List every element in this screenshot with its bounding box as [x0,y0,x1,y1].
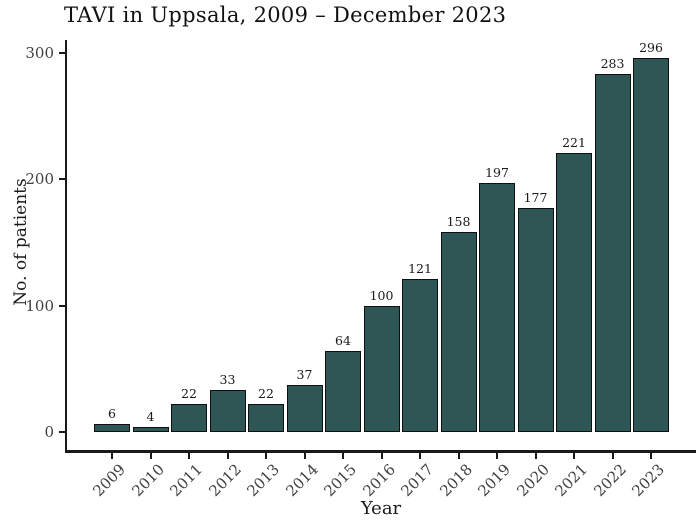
x-axis-tick-label: 2010 [127,460,168,501]
bar-value-label: 22 [181,386,197,401]
x-axis-title: Year [360,498,402,519]
bar [517,208,554,432]
x-axis-line [65,450,696,453]
x-axis-tick [496,453,498,459]
bar-value-label: 4 [146,409,155,424]
x-axis-tick [226,453,229,459]
x-axis-tick [342,453,344,459]
x-axis-tick-label: 2014 [281,460,322,501]
bar [556,153,592,432]
x-axis-tick [265,453,267,459]
x-axis-tick [149,453,152,459]
x-axis-tick [380,453,383,459]
x-axis-tick [650,453,652,459]
x-axis-tick [111,453,113,459]
x-axis-tick-label: 2016 [358,460,399,501]
y-axis-line [65,40,67,453]
x-axis-tick-label: 2013 [243,460,284,501]
x-axis-tick-label: 2020 [512,460,553,501]
x-axis-tick-label: 2023 [628,460,669,501]
bar [171,404,207,432]
x-axis-tick-label: 2022 [589,460,630,501]
y-axis-tick [59,431,66,433]
x-axis-tick-label: 2009 [89,460,130,501]
y-axis-tick [59,304,66,307]
y-axis-tick-label: 300 [25,44,54,62]
x-axis-tick-label: 2021 [551,460,592,501]
x-axis-tick [419,453,421,459]
bar-value-label: 22 [258,386,274,401]
bar [248,404,284,432]
bar-value-label: 37 [296,367,313,382]
x-axis-tick-label: 2012 [204,460,245,501]
x-axis-tick-label: 2019 [474,460,515,501]
bar-value-label: 197 [485,165,509,180]
x-axis-tick [188,453,190,459]
bar [479,183,515,432]
x-axis-tick [534,453,537,459]
x-axis-tick-label: 2011 [166,460,207,501]
chart-title: TAVI in Uppsala, 2009 – December 2023 [64,3,507,27]
bar-value-label: 221 [562,135,586,150]
y-axis-tick [59,52,66,54]
y-axis-tick [59,178,66,181]
bar-value-label: 6 [108,406,116,421]
bar-value-label: 100 [369,288,394,303]
bar [132,427,169,432]
bar [633,58,669,432]
bar-value-label: 177 [523,190,548,205]
x-axis-tick-label: 2017 [397,460,438,501]
y-axis-tick-label: 100 [25,296,54,315]
bar [286,385,323,432]
x-axis-tick-label: 2015 [320,460,361,501]
bar [209,390,246,432]
y-axis-tick-label: 0 [44,423,54,441]
bar-value-label: 33 [219,372,236,387]
x-axis-tick-label: 2018 [435,460,476,501]
bar [325,351,361,432]
bar-value-label: 64 [335,333,351,348]
bar [594,74,631,432]
y-axis-tick-label: 200 [25,170,54,189]
x-axis-tick [611,453,614,459]
x-axis-tick [573,453,575,459]
bar [94,424,130,432]
bar-value-label: 296 [639,40,663,55]
bar-value-label: 121 [408,261,432,276]
bar [363,306,400,432]
bar-value-label: 158 [446,214,471,229]
bar [440,232,477,432]
bar-value-label: 283 [600,56,625,71]
x-axis-tick [457,453,460,459]
x-axis-tick [303,453,306,459]
bar [402,279,438,432]
